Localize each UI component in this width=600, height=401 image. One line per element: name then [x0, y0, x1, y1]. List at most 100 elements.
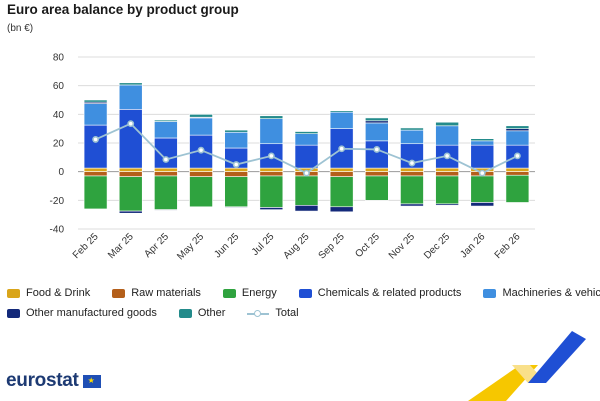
bar-segment[interactable]: [83, 171, 108, 177]
bar-segment[interactable]: [118, 109, 143, 169]
bar-segment[interactable]: [224, 167, 248, 172]
bar-segment[interactable]: [259, 175, 284, 208]
bar-segment[interactable]: [259, 171, 284, 177]
legend-item-raw-materials[interactable]: Raw materials: [112, 287, 201, 299]
bar-segment[interactable]: [400, 167, 424, 172]
bar-segment[interactable]: [435, 121, 459, 127]
bar-segment[interactable]: [189, 117, 213, 136]
bar-segment[interactable]: [259, 118, 284, 145]
bar-segment[interactable]: [365, 117, 389, 122]
bar-segment[interactable]: [83, 99, 108, 103]
bar-segment[interactable]: [154, 137, 178, 169]
bar-segment[interactable]: [329, 206, 354, 213]
bar-segment[interactable]: [400, 203, 424, 207]
bar-segment[interactable]: [154, 119, 178, 122]
bar-segment[interactable]: [118, 84, 143, 110]
bar-segment[interactable]: [83, 124, 108, 169]
bar-segment[interactable]: [435, 125, 459, 146]
legend-item-chemicals[interactable]: Chemicals & related products: [298, 287, 461, 299]
bar-segment[interactable]: [118, 167, 143, 172]
bar-segment[interactable]: [259, 167, 284, 172]
bar-segment[interactable]: [365, 120, 389, 124]
bar-segment[interactable]: [470, 202, 495, 207]
bar-segment[interactable]: [259, 207, 284, 210]
bar-segment[interactable]: [118, 176, 143, 212]
bar-segment[interactable]: [294, 131, 319, 134]
legend-item-machineries[interactable]: Machineries & vehicles: [483, 287, 600, 299]
total-point[interactable]: [267, 152, 275, 160]
bar-segment[interactable]: [224, 131, 248, 149]
bar-segment[interactable]: [294, 133, 319, 146]
bar-segment[interactable]: [83, 103, 108, 126]
total-point[interactable]: [408, 159, 416, 167]
total-point[interactable]: [162, 156, 170, 163]
total-point[interactable]: [197, 146, 205, 154]
bar-segment[interactable]: [189, 176, 213, 208]
bar-segment[interactable]: [224, 206, 248, 208]
bar-segment[interactable]: [400, 127, 424, 131]
bar-segment[interactable]: [435, 167, 459, 172]
bar-segment[interactable]: [329, 167, 354, 172]
bar-segment[interactable]: [470, 140, 495, 146]
bar-segment[interactable]: [118, 82, 143, 86]
bar-segment[interactable]: [470, 144, 495, 169]
bar-segment[interactable]: [189, 167, 213, 172]
bar-segment[interactable]: [83, 175, 108, 210]
bar-segment[interactable]: [505, 128, 530, 132]
bar-segment[interactable]: [118, 210, 143, 214]
bar-segment[interactable]: [224, 171, 248, 177]
legend-item-other-manufactured[interactable]: Other manufactured goods: [7, 307, 157, 319]
legend-item-total[interactable]: Total: [247, 307, 299, 319]
bar-segment[interactable]: [400, 129, 424, 145]
bar-segment[interactable]: [189, 114, 213, 118]
total-point[interactable]: [443, 152, 451, 160]
bar-segment[interactable]: [365, 122, 389, 142]
bar-segment[interactable]: [435, 175, 459, 205]
bar-segment[interactable]: [224, 129, 248, 133]
bar-segment[interactable]: [329, 110, 354, 113]
total-point[interactable]: [92, 136, 99, 143]
bar-segment[interactable]: [294, 175, 319, 206]
total-point[interactable]: [127, 120, 135, 128]
total-point[interactable]: [373, 146, 381, 153]
legend-item-food-drink[interactable]: Food & Drink: [7, 287, 90, 299]
bar-segment[interactable]: [294, 144, 319, 169]
bar-segment[interactable]: [505, 171, 530, 176]
legend-item-other[interactable]: Other: [178, 307, 225, 319]
bar-segment[interactable]: [259, 115, 284, 119]
bar-segment[interactable]: [118, 171, 143, 177]
bar-segment[interactable]: [329, 176, 354, 208]
brand-blue-stripe: [528, 331, 586, 383]
bar-segment[interactable]: [400, 175, 424, 205]
bar-segment[interactable]: [435, 203, 459, 206]
bar-segment[interactable]: [154, 121, 178, 139]
bar-segment[interactable]: [154, 171, 178, 177]
bar-segment[interactable]: [365, 140, 389, 169]
bar-segment[interactable]: [294, 205, 319, 212]
bar-segment[interactable]: [505, 130, 530, 146]
bar-segment[interactable]: [365, 175, 389, 201]
bar-segment[interactable]: [365, 171, 389, 177]
bar-segment[interactable]: [505, 174, 530, 203]
bar-segment[interactable]: [400, 171, 424, 177]
bar-segment[interactable]: [329, 171, 354, 177]
bar-segment[interactable]: [365, 167, 389, 172]
bar-segment[interactable]: [470, 138, 495, 142]
bar-segment[interactable]: [224, 176, 248, 208]
bar-segment[interactable]: [470, 175, 495, 203]
bar-segment[interactable]: [83, 167, 108, 172]
bar-segment[interactable]: [505, 167, 530, 172]
legend-item-energy[interactable]: Energy: [222, 287, 277, 299]
bar-segment[interactable]: [154, 209, 178, 211]
bar-segment[interactable]: [505, 125, 530, 129]
total-point[interactable]: [478, 169, 486, 177]
bar-segment[interactable]: [189, 171, 213, 177]
total-point[interactable]: [514, 152, 521, 160]
total-point[interactable]: [232, 161, 240, 168]
bar-segment[interactable]: [329, 111, 354, 129]
bar-segment[interactable]: [154, 175, 178, 210]
bar-segment[interactable]: [435, 171, 459, 177]
total-point[interactable]: [338, 145, 346, 153]
total-point[interactable]: [303, 169, 310, 177]
bar-segment[interactable]: [154, 167, 178, 172]
